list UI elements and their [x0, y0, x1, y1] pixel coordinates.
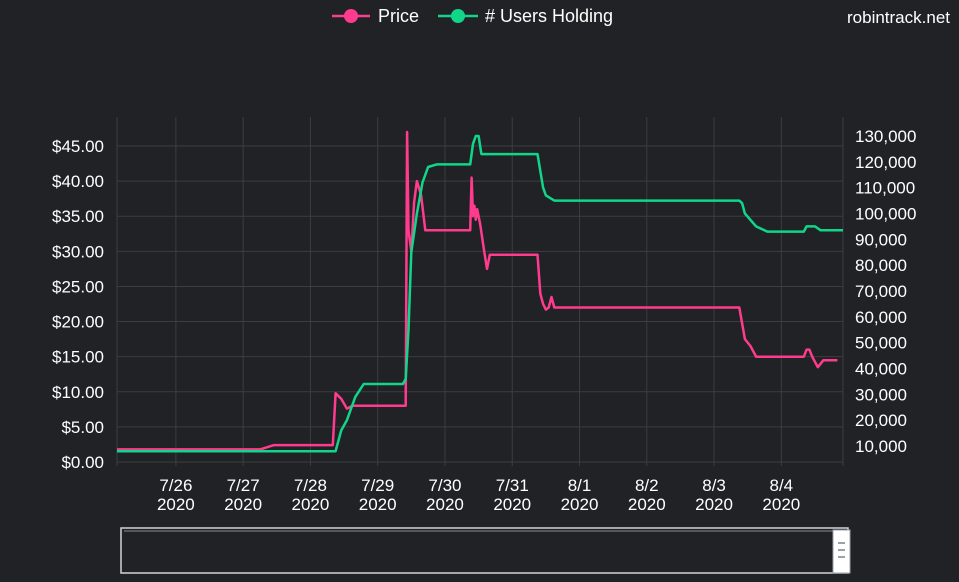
x-axis: 7/2620207/2720207/2820207/2920207/302020…	[157, 476, 800, 514]
y-right-tick-label: 20,000	[855, 411, 907, 430]
legend-label: # Users Holding	[485, 6, 613, 26]
x-tick-year-label: 2020	[695, 495, 733, 514]
x-tick-label: 7/31	[496, 476, 529, 495]
x-tick-year-label: 2020	[224, 495, 262, 514]
x-tick-year-label: 2020	[493, 495, 531, 514]
y-right-tick-label: 30,000	[855, 385, 907, 404]
series-line-users-holding	[117, 134, 843, 453]
legend-item-users-holding[interactable]: # Users Holding	[438, 6, 613, 26]
range-navigator[interactable]	[120, 527, 851, 574]
y-right-tick-label: 50,000	[855, 334, 907, 353]
x-tick-year-label: 2020	[359, 495, 397, 514]
legend-item-price[interactable]: Price	[332, 6, 419, 26]
y-left-tick-label: $35.00	[52, 207, 104, 226]
y-left-tick-label: $15.00	[52, 348, 104, 367]
x-tick-label: 7/30	[428, 476, 461, 495]
x-tick-label: 7/28	[294, 476, 327, 495]
y-left-tick-label: $25.00	[52, 277, 104, 296]
x-tick-label: 7/29	[361, 476, 394, 495]
x-tick-year-label: 2020	[628, 495, 666, 514]
y-left-axis: $0.00 $5.00 $10.00 $15.00 $20.00 $25.00 $30.00…	[52, 137, 104, 472]
y-left-tick-label: $45.00	[52, 137, 104, 156]
y-right-tick-label: 40,000	[855, 360, 907, 379]
y-right-tick-label: 60,000	[855, 308, 907, 327]
y-left-tick-label: $5.00	[61, 418, 104, 437]
x-tick-label: 8/2	[635, 476, 659, 495]
x-tick-label: 7/26	[159, 476, 192, 495]
y-right-tick-label: 70,000	[855, 282, 907, 301]
x-tick-label: 7/27	[227, 476, 260, 495]
y-left-tick-label: $30.00	[52, 242, 104, 261]
navigator-handle-body[interactable]	[832, 529, 851, 574]
x-tick-label: 8/4	[770, 476, 794, 495]
x-tick-year-label: 2020	[426, 495, 464, 514]
y-right-tick-label: 100,000	[855, 205, 916, 224]
x-tick-label: 8/3	[702, 476, 726, 495]
source-label: robintrack.net	[847, 8, 950, 27]
y-left-tick-label: $40.00	[52, 172, 104, 191]
y-right-tick-label: 110,000	[855, 179, 915, 198]
x-tick-year-label: 2020	[561, 495, 599, 514]
legend-label: Price	[378, 6, 419, 26]
series-line-price	[117, 130, 838, 451]
legend-circle-marker	[344, 9, 358, 23]
legend[interactable]: Price # Users Holding	[332, 6, 613, 26]
x-tick-label: 8/1	[568, 476, 592, 495]
y-right-tick-label: 80,000	[855, 256, 907, 275]
y-right-tick-label: 120,000	[855, 153, 916, 172]
y-left-tick-label: $10.00	[52, 383, 104, 402]
y-right-axis: 10,000 20,000 30,000 40,000 50,000 60,000 70,0…	[855, 127, 916, 456]
y-right-tick-label: 130,000	[855, 127, 916, 146]
y-right-tick-label: 90,000	[855, 230, 907, 249]
x-tick-year-label: 2020	[291, 495, 329, 514]
navigator-handle[interactable]	[832, 529, 851, 574]
grid	[116, 117, 844, 466]
y-left-tick-label: $20.00	[52, 313, 104, 332]
y-left-tick-label: $0.00	[61, 453, 104, 472]
x-tick-year-label: 2020	[762, 495, 800, 514]
y-right-tick-label: 10,000	[855, 437, 907, 456]
x-tick-year-label: 2020	[157, 495, 195, 514]
legend-circle-marker	[451, 9, 465, 23]
